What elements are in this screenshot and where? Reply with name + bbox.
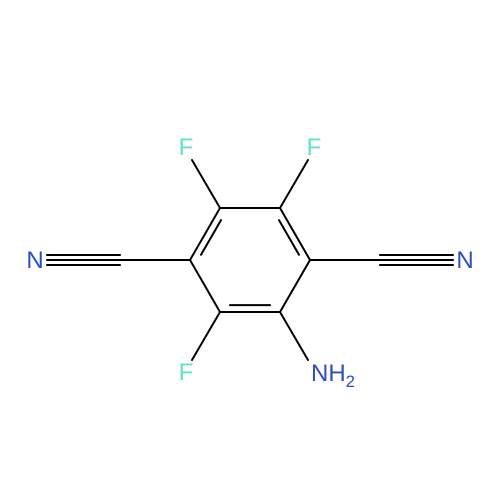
- label-nitrogen-left: N: [26, 247, 43, 275]
- label-fluorine-bl: F: [179, 359, 194, 387]
- label-nitrogen-right: N: [456, 247, 473, 275]
- label-amine: NH2: [311, 360, 355, 392]
- label-fluorine-tr: F: [307, 134, 322, 162]
- label-fluorine-tl: F: [179, 134, 194, 162]
